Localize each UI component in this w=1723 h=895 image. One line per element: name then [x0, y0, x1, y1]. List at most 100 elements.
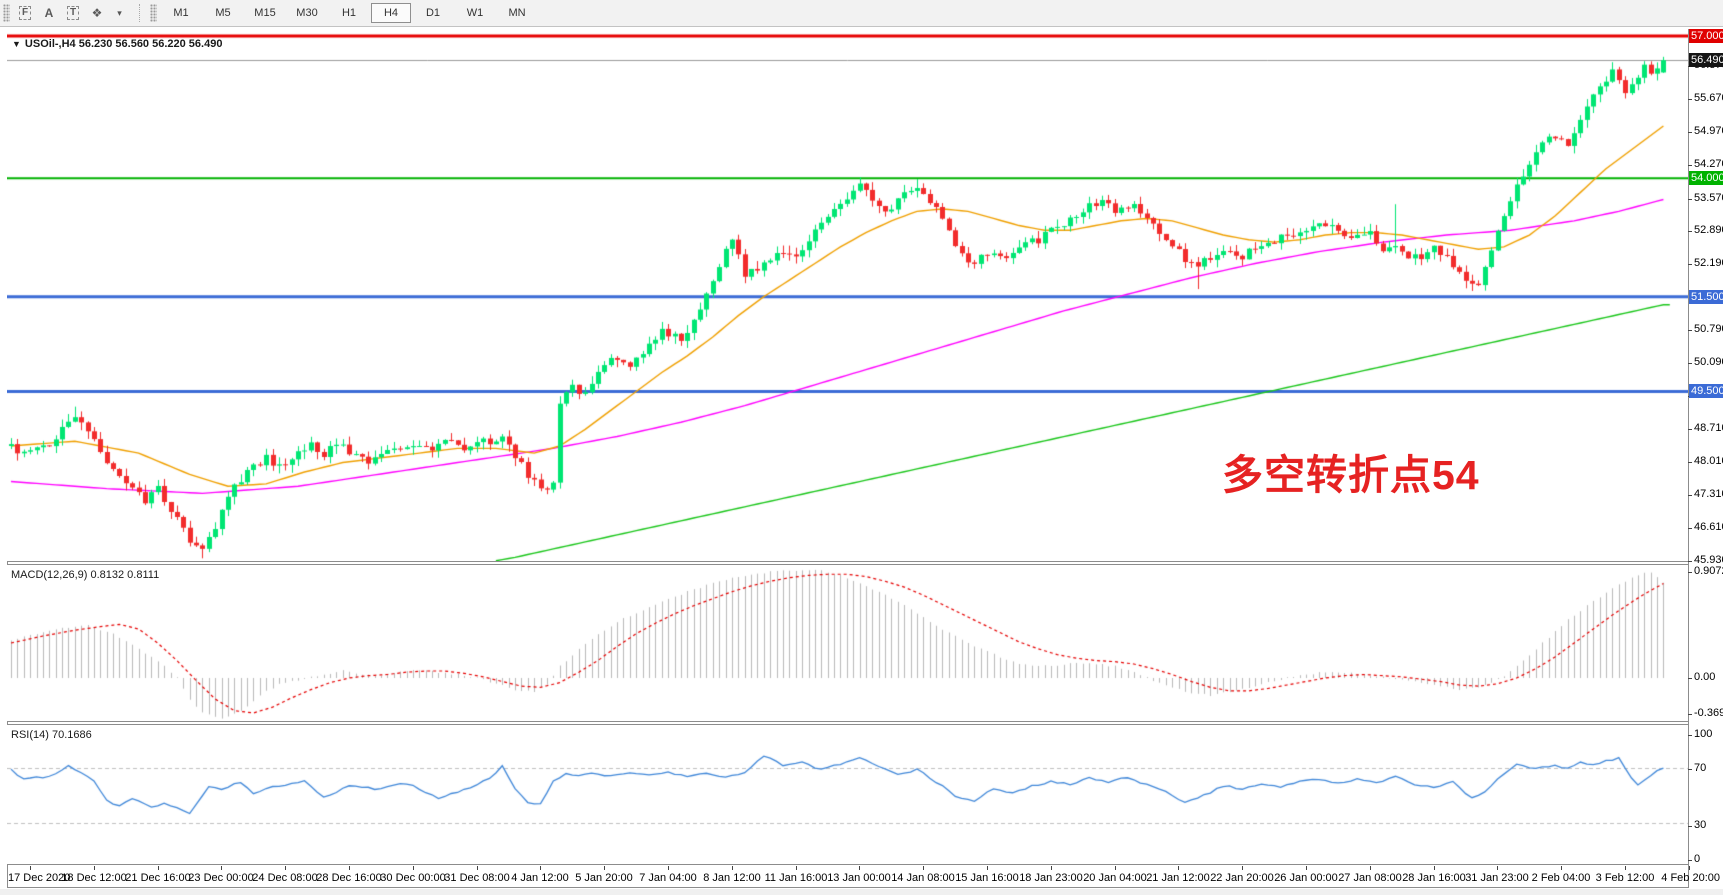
time-axis-label: 3 Feb 12:00 — [1595, 872, 1655, 884]
time-axis-label: 18 Dec 12:00 — [61, 872, 127, 884]
rsi-label: RSI(14) 70.1686 — [11, 729, 92, 741]
price-tick-mark — [1688, 231, 1692, 232]
macd-tick-label: 0.9072 — [1694, 565, 1723, 577]
text-a-icon[interactable]: A — [44, 6, 54, 20]
bottom-strip — [0, 889, 1723, 895]
time-tick-mark — [477, 866, 478, 870]
rsi-tick-label: 0 — [1694, 853, 1701, 865]
macd-rsi-separator[interactable] — [7, 721, 1689, 722]
macd-tick-mark — [1688, 714, 1692, 715]
time-tick-mark — [94, 866, 95, 870]
timeframe-button-mn[interactable]: MN — [508, 7, 526, 19]
text-box-t-icon[interactable]: T — [62, 3, 84, 23]
time-axis-label: 22 Jan 20:00 — [1210, 872, 1274, 884]
timeframe-grip-handle[interactable] — [150, 4, 157, 22]
price-tick-mark — [1688, 99, 1692, 100]
time-tick-mark — [604, 866, 605, 870]
time-tick-mark — [1306, 866, 1307, 870]
time-tick-mark — [796, 866, 797, 870]
time-axis-label: 27 Jan 08:00 — [1338, 872, 1402, 884]
timeframe-button-m15[interactable]: M15 — [254, 7, 276, 19]
macd-panel-top-border — [7, 564, 1689, 565]
price-tick-label: 54.270 — [1694, 158, 1723, 170]
main-price-chart[interactable] — [7, 29, 1688, 561]
time-axis-label: 28 Jan 16:00 — [1402, 872, 1466, 884]
price-tick-label: 48.710 — [1694, 422, 1723, 434]
toolbar: F A T ❖ ▾ M1 M5 M15 M30 H1 H4 D1 W1 MN — [0, 0, 1723, 27]
time-tick-mark — [349, 866, 350, 870]
macd-tick-mark — [1688, 678, 1692, 679]
timeframe-button-m1[interactable]: M1 — [173, 7, 189, 19]
price-tick-label: 47.310 — [1694, 488, 1723, 500]
dropdown-caret-icon[interactable]: ▾ — [117, 7, 122, 18]
rsi-tick-label: 100 — [1694, 728, 1713, 740]
macd-label: MACD(12,26,9) 0.8132 0.8111 — [11, 569, 160, 581]
time-axis-label: 11 Jan 16:00 — [764, 872, 828, 884]
macd-tick-mark — [1688, 572, 1692, 573]
timeframe-button-h1[interactable]: H1 — [341, 7, 357, 19]
time-tick-mark — [1178, 866, 1179, 870]
time-tick-mark — [1561, 866, 1562, 870]
price-tick-label: 52.890 — [1694, 224, 1723, 236]
price-tick-mark — [1688, 561, 1692, 562]
timeframe-button-h4[interactable]: H4 — [371, 3, 411, 23]
time-tick-mark — [732, 866, 733, 870]
macd-tick-label: 0.00 — [1694, 671, 1716, 683]
price-tick-label: 46.610 — [1694, 521, 1723, 533]
main-macd-separator[interactable] — [7, 561, 1689, 562]
price-tick-label: 55.670 — [1694, 92, 1723, 104]
macd-indicator-panel[interactable] — [7, 565, 1688, 721]
time-axis-label: 8 Jan 12:00 — [703, 872, 761, 884]
price-tick-label: 45.930 — [1694, 554, 1723, 566]
time-tick-mark — [1625, 866, 1626, 870]
time-axis-border — [7, 864, 1689, 865]
timeframe-button-m30[interactable]: M30 — [296, 7, 318, 19]
price-tick-label: 52.190 — [1694, 257, 1723, 269]
price-tick-label: 53.570 — [1694, 192, 1723, 204]
timeframe-button-w1[interactable]: W1 — [466, 7, 484, 19]
rsi-indicator-panel[interactable] — [7, 725, 1688, 864]
price-tick-mark — [1688, 495, 1692, 496]
time-axis-label: 21 Dec 16:00 — [125, 872, 191, 884]
time-axis-label: 13 Jan 00:00 — [827, 872, 891, 884]
timeframe-button-m5[interactable]: M5 — [215, 7, 231, 19]
rsi-tick-label: 70 — [1694, 762, 1707, 774]
annotation-text: 多空转折点54 — [1222, 452, 1480, 498]
toolbar-grip-handle[interactable] — [3, 4, 10, 22]
time-axis-label: 14 Jan 08:00 — [891, 872, 955, 884]
price-tick-mark — [1688, 330, 1692, 331]
chart-header: ▼ USOil-,H4 56.230 56.560 56.220 56.490 — [12, 38, 222, 50]
time-axis-label: 28 Dec 16:00 — [316, 872, 382, 884]
time-tick-mark — [285, 866, 286, 870]
price-badge-51.500: 51.500 — [1689, 290, 1723, 304]
time-tick-mark — [221, 866, 222, 870]
rsi-panel-top-border — [7, 724, 1689, 725]
time-axis-label: 26 Jan 00:00 — [1274, 872, 1338, 884]
time-axis-label: 15 Jan 16:00 — [955, 872, 1019, 884]
shapes-icon[interactable]: ❖ — [91, 6, 103, 20]
time-tick-mark — [1434, 866, 1435, 870]
price-tick-label: 50.790 — [1694, 323, 1723, 335]
time-tick-mark — [413, 866, 414, 870]
time-tick-mark — [1115, 866, 1116, 870]
time-axis-label: 23 Dec 00:00 — [188, 872, 254, 884]
time-tick-mark — [1051, 866, 1052, 870]
time-tick-mark — [30, 866, 31, 870]
time-tick-mark — [1689, 866, 1690, 870]
time-tick-mark — [923, 866, 924, 870]
rsi-tick-label: 30 — [1694, 819, 1707, 831]
time-axis-label: 21 Jan 12:00 — [1146, 872, 1210, 884]
time-axis-label: 31 Dec 08:00 — [444, 872, 510, 884]
symbol-caret-icon[interactable]: ▼ — [12, 39, 21, 49]
time-axis-label: 4 Feb 20:00 — [1661, 872, 1720, 884]
time-axis-label: 17 Dec 2020 — [8, 872, 71, 884]
time-tick-mark — [1497, 866, 1498, 870]
timeframe-button-d1[interactable]: D1 — [425, 7, 441, 19]
price-tick-label: 54.970 — [1694, 125, 1723, 137]
time-axis-label: 5 Jan 20:00 — [575, 872, 633, 884]
cursor-box-f-icon[interactable]: F — [14, 3, 36, 23]
symbol-ohlc-text: USOil-,H4 56.230 56.560 56.220 56.490 — [24, 38, 223, 50]
rsi-tick-mark — [1688, 735, 1692, 736]
time-tick-mark — [987, 866, 988, 870]
price-badge-54.000: 54.000 — [1689, 171, 1723, 185]
